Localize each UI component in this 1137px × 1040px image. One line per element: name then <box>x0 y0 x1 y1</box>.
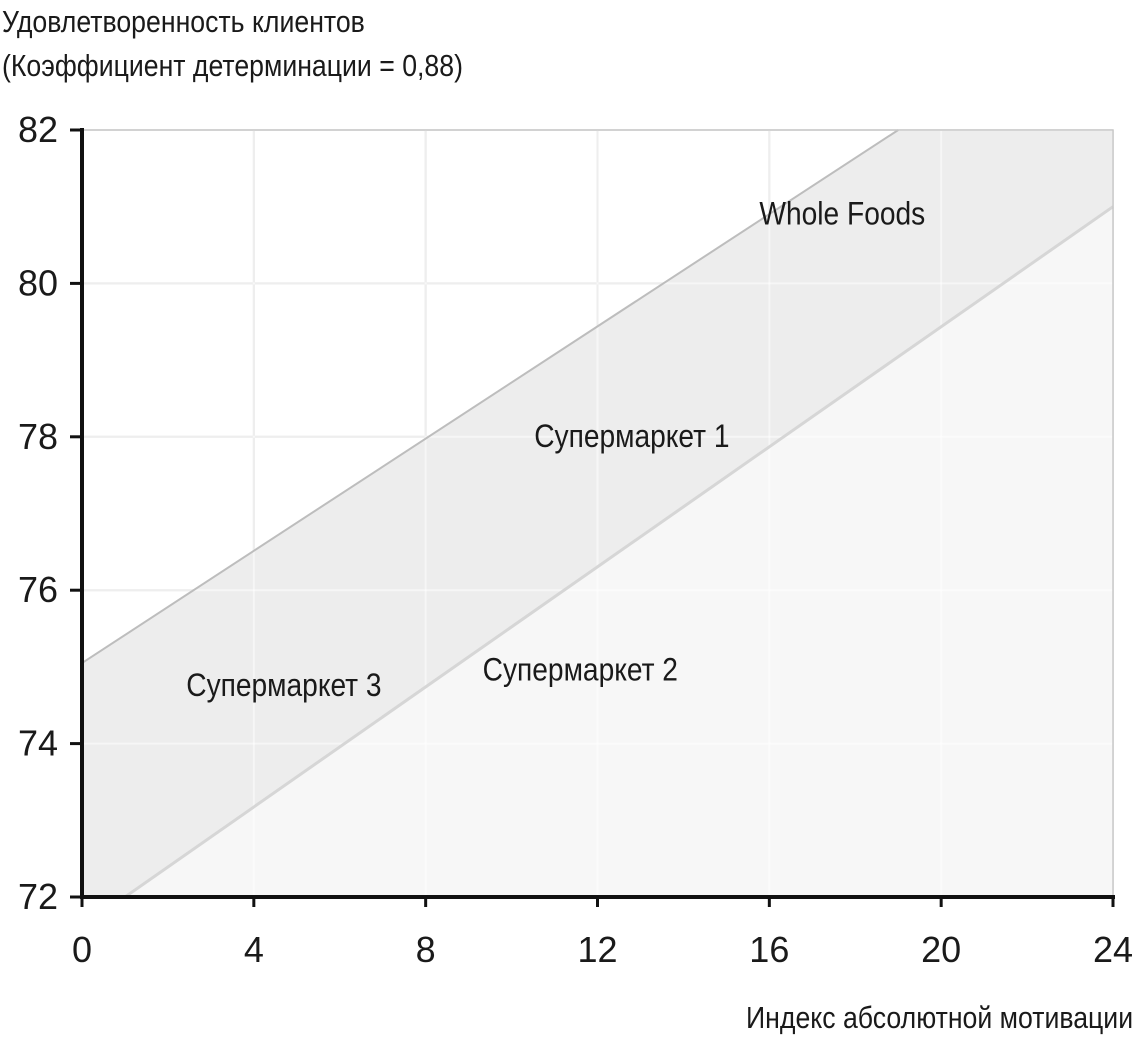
y-axis-title-line-2: (Коэффициент детерминации = 0,88) <box>2 48 463 83</box>
x-tick-label: 12 <box>577 929 617 970</box>
y-axis-title-line-1: Удовлетворенность клиентов <box>2 4 365 39</box>
x-tick-label: 24 <box>1093 929 1133 970</box>
y-tick-label: 78 <box>18 416 58 457</box>
y-tick-label: 76 <box>18 569 58 610</box>
boundary-line-lower <box>124 205 1114 899</box>
x-tick-label: 8 <box>416 929 436 970</box>
annotations: Whole Foods Супермаркет 1 Супермаркет 2 Суп… <box>186 197 925 704</box>
x-tick-label: 4 <box>244 929 264 970</box>
y-tick-label: 74 <box>18 723 58 764</box>
x-tick-label: 0 <box>72 929 92 970</box>
y-tick-label: 72 <box>18 876 58 917</box>
y-axis-title: Удовлетворенность клиентов (Коэффициент … <box>2 0 463 88</box>
region-label: Whole Foods <box>759 197 925 232</box>
y-tick-label: 80 <box>18 262 58 303</box>
region-label: Супермаркет 2 <box>483 653 678 688</box>
ticks: 0 4 8 12 16 20 24 72 74 76 78 80 82 <box>18 109 1133 970</box>
y-tick-label: 82 <box>18 109 58 150</box>
region-label: Супермаркет 1 <box>534 419 729 454</box>
x-axis-title: Индекс абсолютной мотивации <box>745 1000 1133 1035</box>
boundary-line-upper <box>81 129 899 664</box>
x-tick-label: 16 <box>749 929 789 970</box>
x-tick-label: 20 <box>921 929 961 970</box>
region-label: Супермаркет 3 <box>186 668 381 703</box>
regions <box>81 129 1114 899</box>
